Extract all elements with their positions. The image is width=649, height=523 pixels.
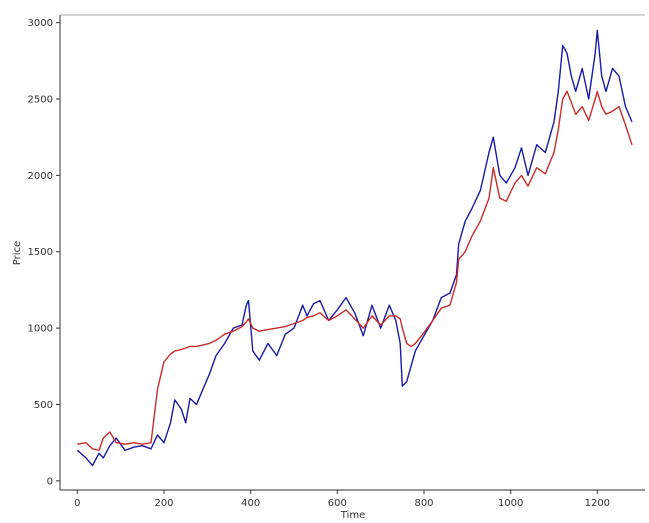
y-tick-label: 2000 bbox=[28, 171, 53, 182]
y-ticks: 0 500 1000 1500 2000 2500 3000 bbox=[28, 18, 60, 487]
x-tick-label: 800 bbox=[414, 498, 433, 509]
x-tick-label: 200 bbox=[154, 498, 173, 509]
x-ticks: 0 200 400 600 800 1000 1200 bbox=[74, 490, 610, 509]
y-tick-label: 1500 bbox=[28, 247, 53, 258]
series-line-1 bbox=[77, 30, 632, 465]
series-group bbox=[77, 30, 632, 465]
x-tick-label: 1200 bbox=[585, 498, 610, 509]
x-tick-label: 400 bbox=[241, 498, 260, 509]
y-tick-label: 500 bbox=[34, 400, 53, 411]
y-tick-label: 3000 bbox=[28, 18, 53, 29]
y-axis-label: Price bbox=[12, 241, 23, 265]
x-axis-label: Time bbox=[340, 510, 365, 521]
y-tick-label: 0 bbox=[47, 476, 53, 487]
y-tick-label: 1000 bbox=[28, 324, 53, 335]
y-tick-label: 2500 bbox=[28, 95, 53, 106]
x-tick-label: 0 bbox=[74, 498, 80, 509]
series-line-2 bbox=[77, 91, 632, 450]
x-tick-label: 600 bbox=[328, 498, 347, 509]
x-tick-label: 1000 bbox=[498, 498, 523, 509]
